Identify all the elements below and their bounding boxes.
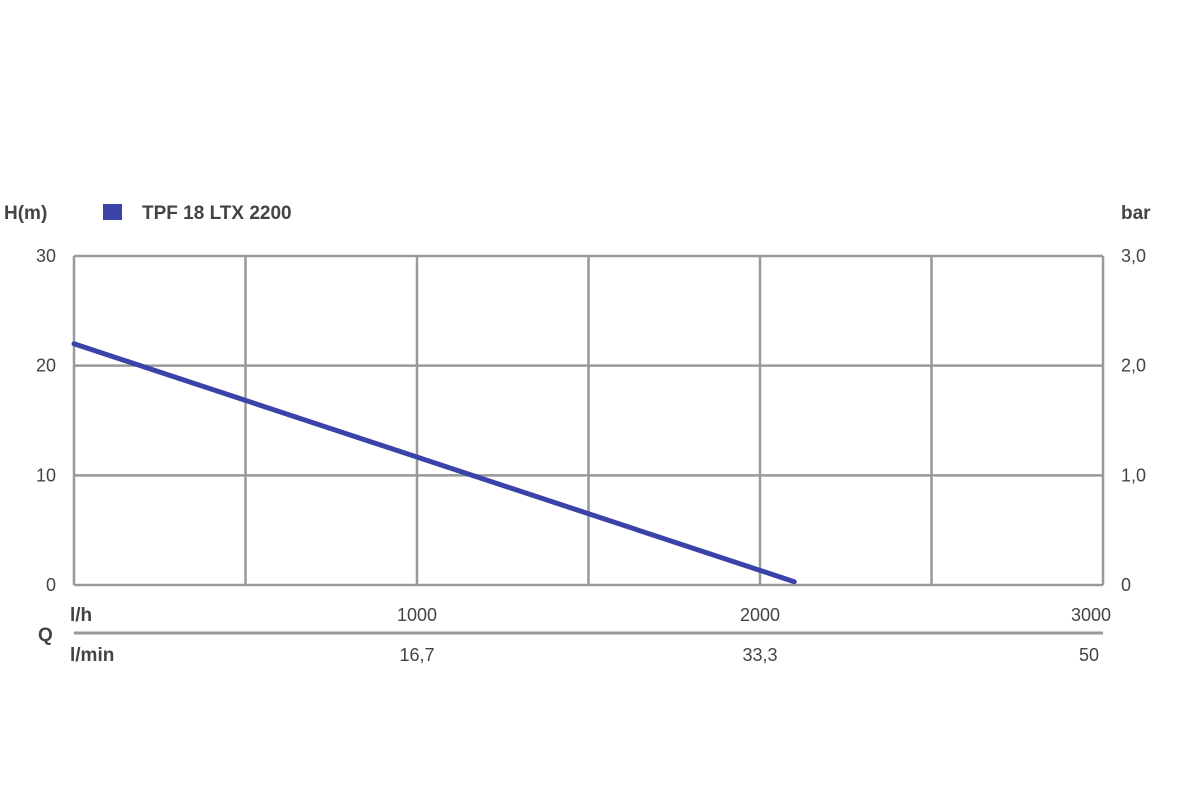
series-line xyxy=(71,341,797,585)
x-tick-label-lh: 3000 xyxy=(1071,605,1111,625)
x-tick-label-lh: 2000 xyxy=(740,605,780,625)
y-tick-label: 20 xyxy=(36,356,56,376)
x-axis-label: Q xyxy=(38,625,53,646)
grid xyxy=(72,254,1105,587)
y-tick-label-right: 1,0 xyxy=(1121,465,1146,485)
y-axis-label-right: bar xyxy=(1121,203,1151,224)
y-tick-label: 0 xyxy=(46,575,56,595)
y-tick-label-right: 3,0 xyxy=(1121,246,1146,266)
x-unit-bottom: l/min xyxy=(70,645,114,666)
y-tick-label: 30 xyxy=(36,246,56,266)
legend-swatch xyxy=(103,204,122,220)
x-tick-label-lmin: 16,7 xyxy=(399,645,434,665)
x-tick-label-lmin: 33,3 xyxy=(742,645,777,665)
x-ticks: 1000 16,7 2000 33,3 3000 50 xyxy=(397,605,1111,665)
y-tick-label-right: 0 xyxy=(1121,575,1131,595)
x-tick-label-lmin: 50 xyxy=(1079,645,1099,665)
y-axis-label-left: H(m) xyxy=(4,203,47,224)
series xyxy=(71,341,797,585)
y-ticks: 0 0 10 1,0 20 2,0 30 3,0 xyxy=(36,246,1146,595)
y-tick-label: 10 xyxy=(36,465,56,485)
y-tick-label-right: 2,0 xyxy=(1121,356,1146,376)
x-tick-label-lh: 1000 xyxy=(397,605,437,625)
legend-label: TPF 18 LTX 2200 xyxy=(142,203,292,224)
x-unit-top: l/h xyxy=(70,605,92,626)
